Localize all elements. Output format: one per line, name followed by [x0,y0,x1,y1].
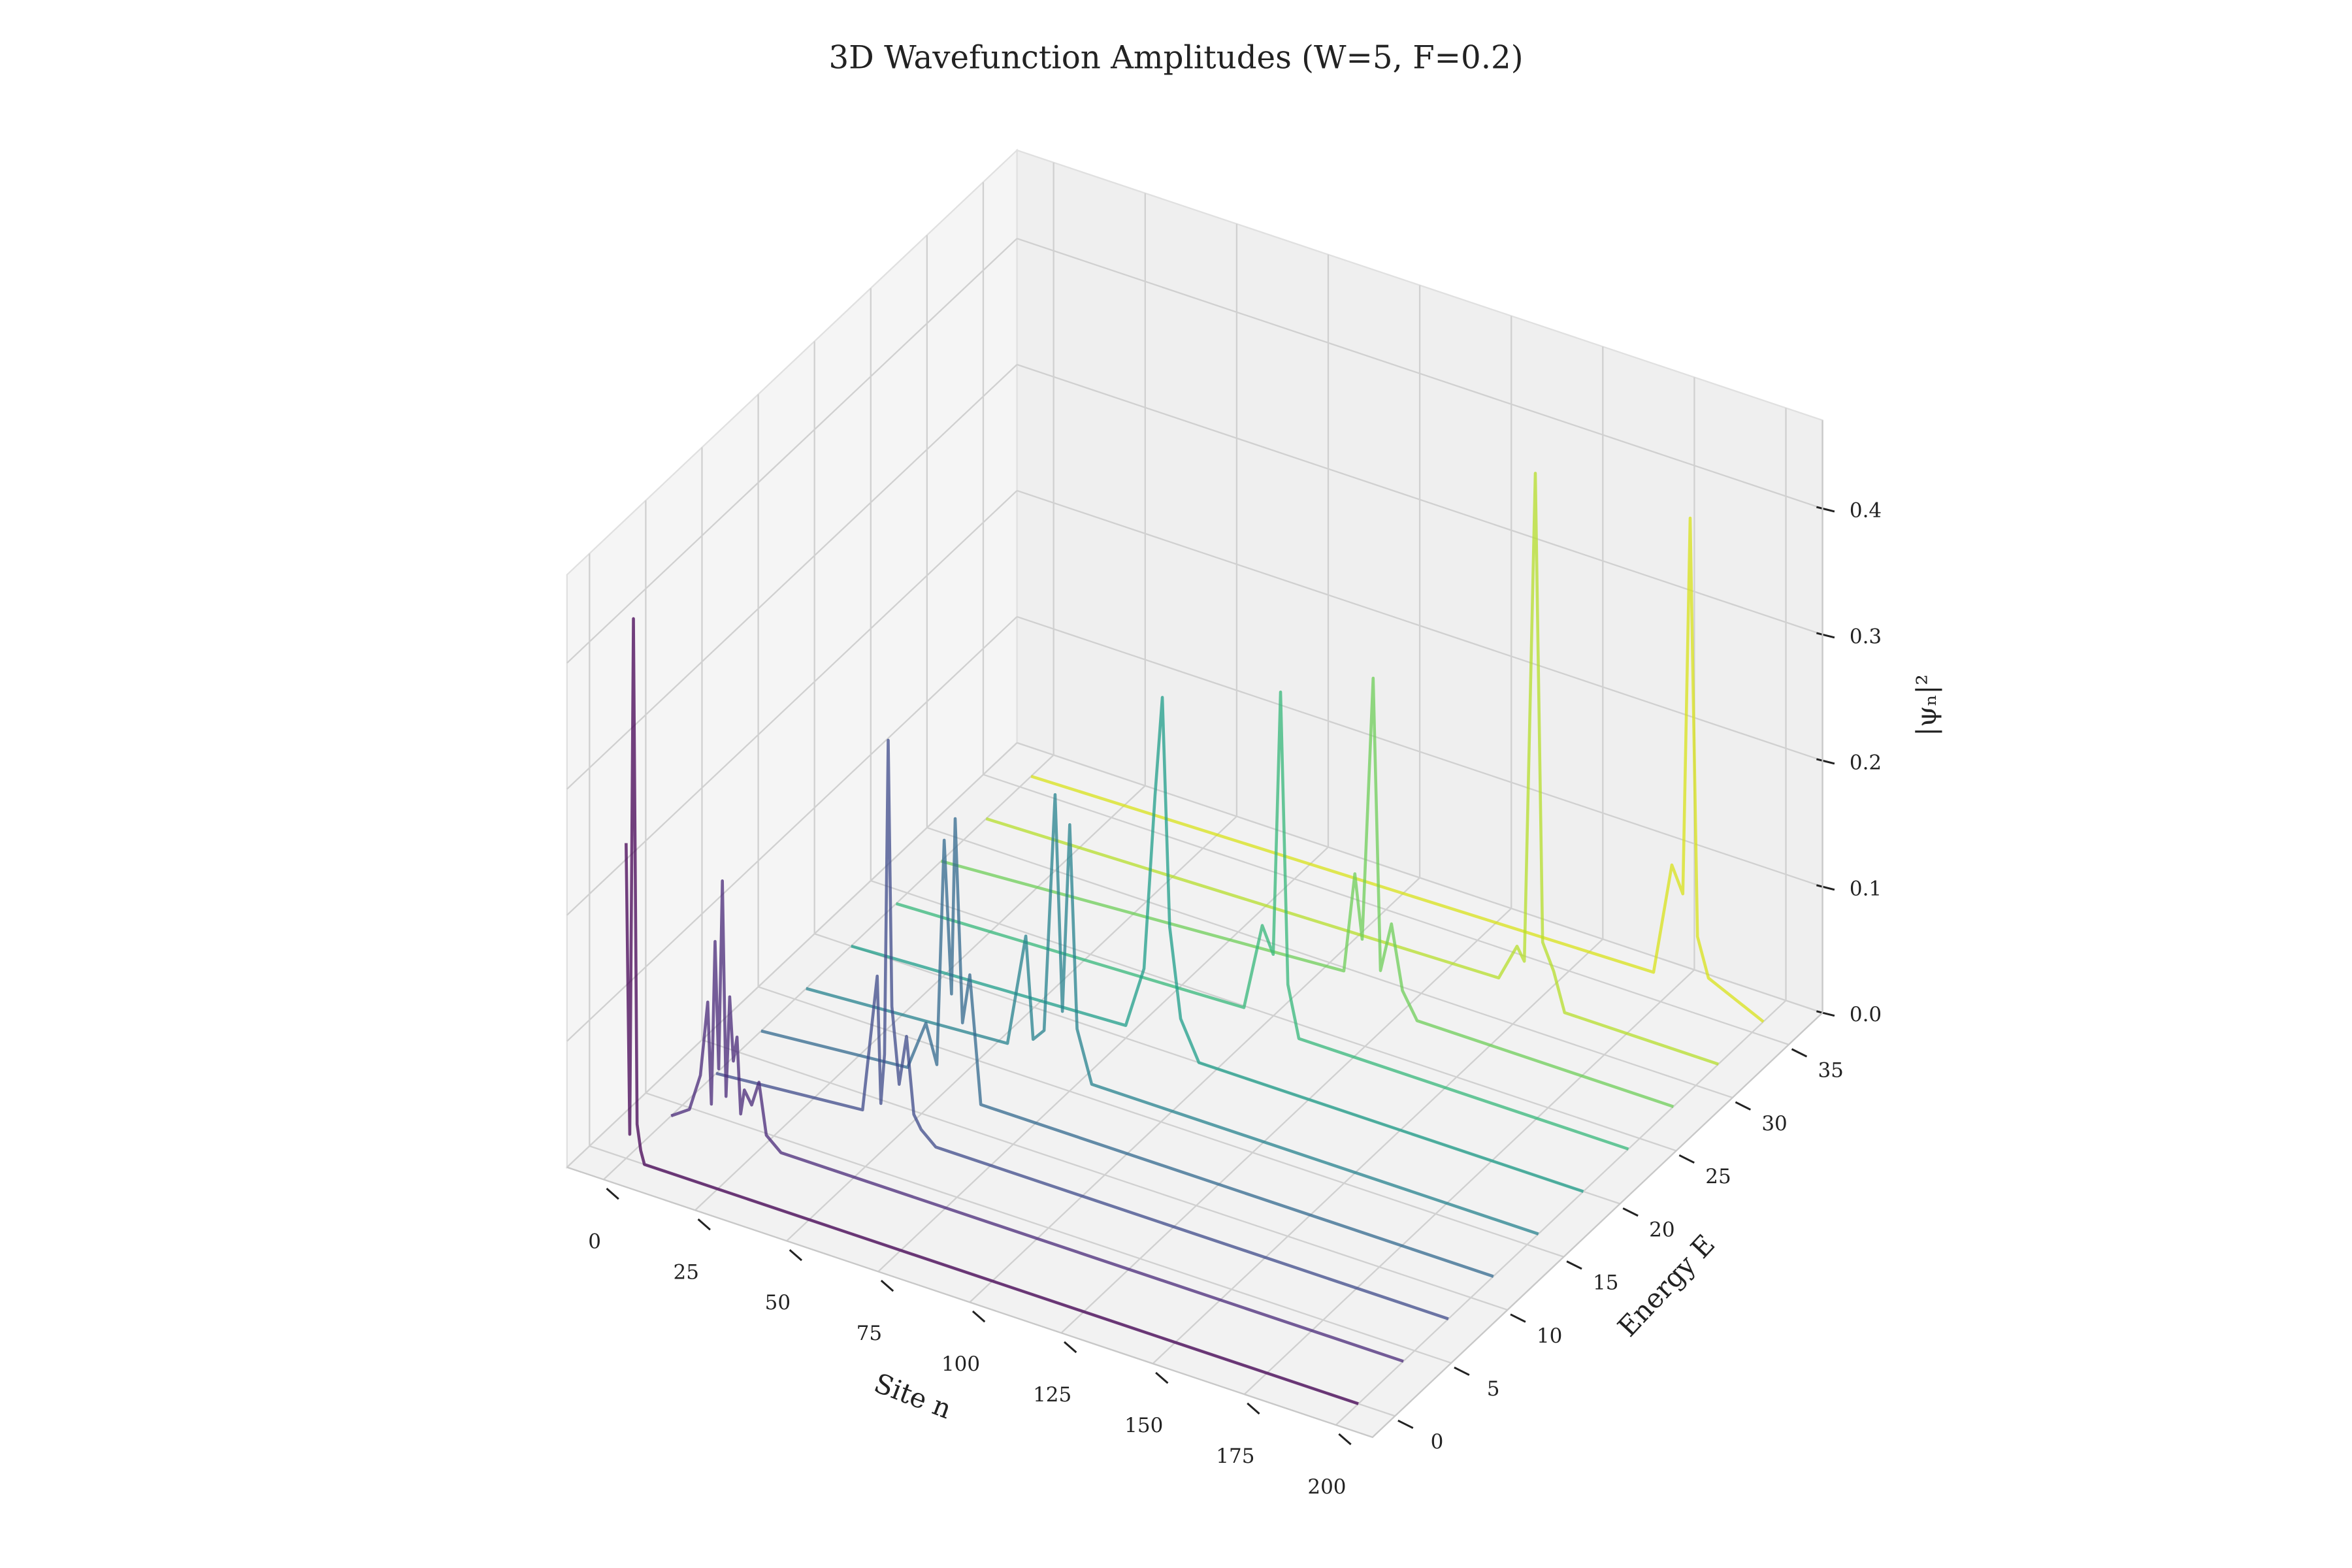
series-line [851,696,1584,1193]
tick-mark [1510,1313,1526,1323]
z-axis-label: |ψₙ|² [1911,674,1942,736]
y-tick-label: 30 [1761,1112,1787,1135]
tick-mark [1816,506,1835,513]
tick-mark [1064,1341,1077,1354]
grid-line [983,774,1789,1045]
z-tick-label: 0.2 [1850,751,1882,774]
x-tick-label: 125 [1033,1383,1071,1407]
series-line [625,617,1359,1405]
x-tick-label: 100 [941,1352,980,1376]
grid-line [1335,1000,1787,1426]
grid-line [603,754,1054,1181]
y-tick-label: 20 [1649,1218,1674,1241]
series-line [670,879,1404,1363]
z-tick-label: 0.4 [1850,498,1882,522]
grid-line [1060,907,1512,1334]
tick-mark [1397,1419,1414,1429]
series-line [1030,516,1765,1023]
tick-mark [1247,1402,1260,1415]
tick-mark [1816,1010,1835,1017]
y-tick-label: 0 [1431,1430,1444,1454]
grid-line [702,1039,1508,1311]
grid-line [645,1092,1452,1364]
x-tick-label: 150 [1124,1414,1163,1437]
grid-line [1152,938,1604,1364]
plot: 0 25 50 75 100 125 150 175 200 0 5 10 15 20 25 30 35 0.0 0… [565,148,1882,1499]
grid-line [1017,489,1823,762]
grid-line [758,986,1564,1258]
tick-mark [1338,1433,1352,1446]
y-axis-label: Energy E [1612,1229,1721,1343]
z-tick-label: 0.3 [1850,625,1882,648]
x-tick-label: 25 [674,1260,699,1284]
grid-line [1017,237,1823,510]
series-line [940,676,1674,1108]
grid-line [566,490,1018,916]
y-tick-label: 25 [1705,1165,1731,1188]
tick-mark [1816,632,1835,639]
tick-mark [1155,1371,1169,1384]
series-line [895,691,1629,1151]
series-line [715,738,1449,1320]
tick-mark [606,1188,619,1200]
grid-line [566,742,1018,1168]
grid-line [1017,742,1823,1014]
grid-line [969,877,1420,1303]
series-line [760,817,1494,1278]
tick-mark [972,1310,986,1323]
tick-mark [1735,1101,1752,1111]
x-tick-label: 50 [765,1291,791,1315]
x-tick-label: 75 [857,1322,882,1345]
y-tick-label: 5 [1487,1377,1500,1401]
x-tick-label: 0 [588,1230,601,1253]
grid-line [566,616,1018,1042]
z-tick-label: 0.0 [1850,1003,1882,1026]
series-line [985,472,1719,1066]
grid-line [1017,615,1823,888]
tick-mark [1622,1207,1639,1217]
x-tick-label: 175 [1216,1445,1254,1468]
grid-line [786,815,1237,1242]
chart-title: 3D Wavefunction Amplitudes (W=5, F=0.2) [828,40,1523,76]
grid-line [870,879,1677,1152]
tick-mark [1816,758,1835,765]
z-tick-label: 0.1 [1850,877,1882,900]
tick-mark [1454,1366,1470,1376]
grid-line [926,826,1733,1099]
series-line [806,792,1539,1235]
y-tick-label: 35 [1818,1059,1843,1083]
tick-mark [1566,1260,1582,1270]
x-tick-label: 200 [1307,1475,1346,1499]
tick-mark [880,1279,894,1292]
grid-line [877,846,1329,1273]
axis-line [566,1012,1823,1439]
grid-line [1243,969,1695,1395]
grid-line [566,238,1018,664]
tick-mark [697,1218,711,1231]
grid-line [566,364,1018,790]
y-tick-label: 15 [1593,1271,1618,1295]
tick-mark [1791,1048,1808,1058]
tick-mark [1678,1154,1695,1164]
tick-mark [1816,884,1835,891]
y-tick-label: 10 [1537,1324,1562,1348]
tick-mark [789,1249,803,1262]
